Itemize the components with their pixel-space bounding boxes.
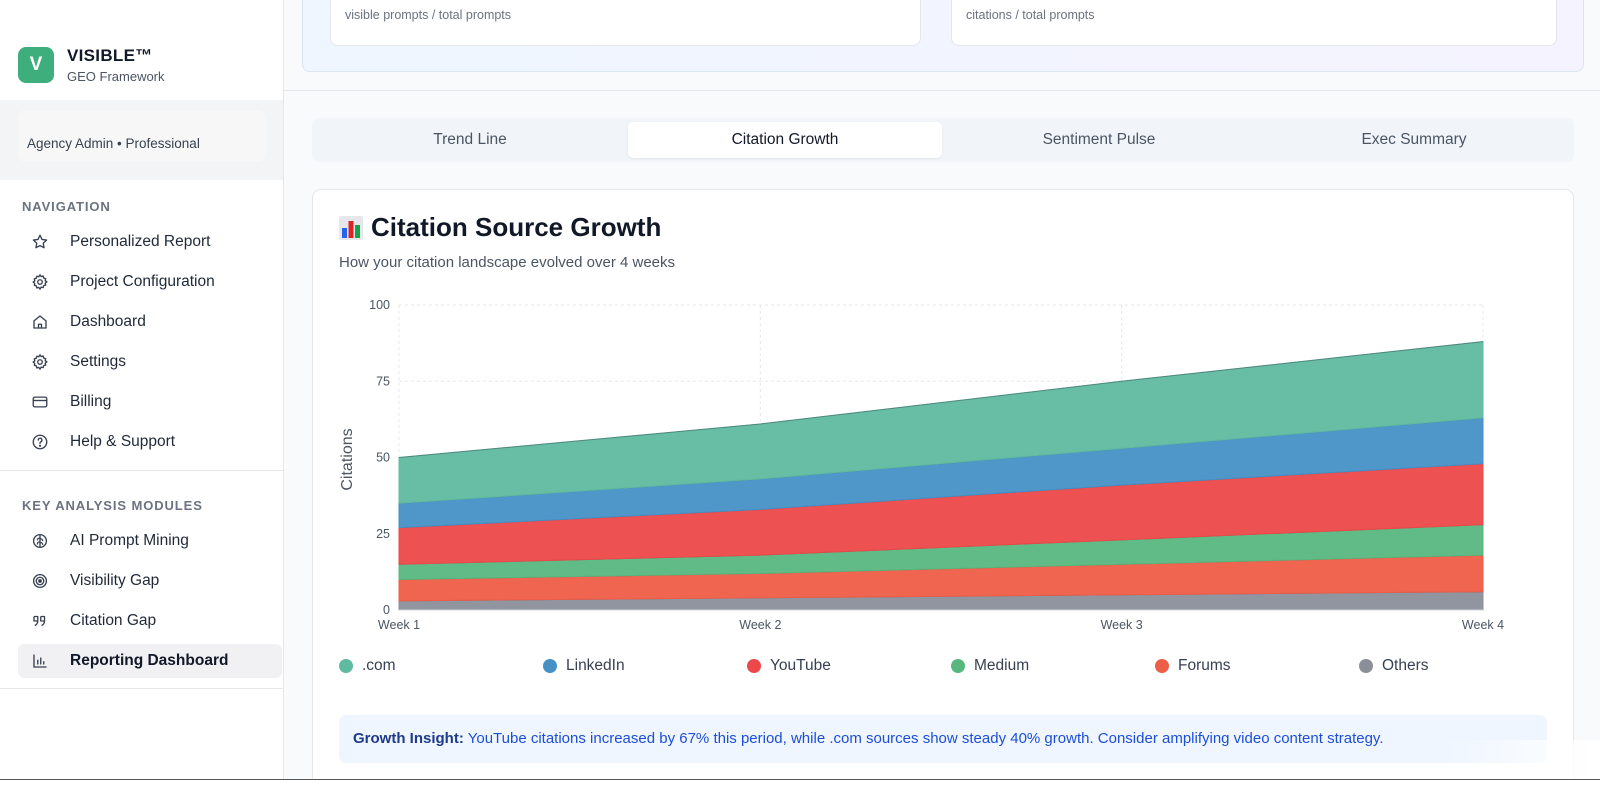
y-tick-label: 75 — [376, 374, 390, 388]
visibility-stat-card: visible prompts / total prompts — [330, 0, 921, 46]
home-icon — [30, 312, 50, 332]
chart-subtitle: How your citation landscape evolved over… — [339, 254, 676, 271]
citation-stat-card: citations / total prompts — [951, 0, 1557, 46]
brand-name: VISIBLE™ — [67, 46, 153, 65]
area-series-edge — [398, 341, 1484, 458]
stats-card: visible prompts / total prompts citation… — [302, 0, 1584, 72]
quote-icon — [30, 611, 50, 631]
star-icon — [30, 232, 50, 252]
insight-text: YouTube citations increased by 67% this … — [463, 730, 1384, 747]
x-tick-label: Week 4 — [1462, 618, 1504, 630]
sidebar-item-label: Visibility Gap — [70, 572, 160, 589]
sidebar-divider — [0, 688, 283, 689]
sidebar-item-personalized-report[interactable]: Personalized Report — [18, 225, 282, 259]
legend-label: Forums — [1178, 657, 1231, 674]
x-tick-label: Week 1 — [378, 618, 420, 630]
legend-item[interactable]: YouTube — [747, 657, 831, 675]
legend-label: LinkedIn — [566, 657, 625, 674]
area-series-com — [398, 341, 1484, 504]
navigation-section-title: NAVIGATION — [22, 199, 111, 214]
stat-caption: visible prompts / total prompts — [345, 8, 512, 22]
bar-chart-emoji-icon — [339, 215, 363, 240]
sidebar-item-settings[interactable]: Settings — [18, 345, 282, 379]
y-tick-label: 25 — [376, 527, 390, 541]
brain-icon — [30, 531, 50, 551]
brand-logo: V — [18, 47, 54, 83]
y-axis-label: Citations — [339, 428, 356, 490]
sidebar-item-reporting-dashboard[interactable]: Reporting Dashboard — [18, 644, 282, 678]
growth-insight: Growth Insight: YouTube citations increa… — [339, 715, 1547, 763]
chart-title: Citation Source Growth — [339, 212, 661, 243]
sidebar-item-ai-prompt-mining[interactable]: AI Prompt Mining — [18, 524, 282, 558]
section-divider — [284, 90, 1600, 91]
legend-swatch — [747, 659, 761, 673]
sidebar-item-label: Project Configuration — [70, 273, 215, 290]
x-tick-label: Week 2 — [739, 618, 781, 630]
sidebar-item-label: Settings — [70, 353, 127, 370]
tab-exec-summary[interactable]: Exec Summary — [1361, 131, 1467, 148]
legend-label: Others — [1382, 657, 1429, 674]
legend-item[interactable]: Others — [1359, 657, 1429, 675]
legend-swatch — [1359, 659, 1373, 673]
user-panel: Agency Admin • Professional — [0, 100, 283, 180]
sidebar-item-label: Reporting Dashboard — [70, 652, 229, 669]
chart-title-text: Citation Source Growth — [371, 212, 662, 242]
legend-swatch — [339, 659, 353, 673]
report-tabs: Trend Line Citation Growth Sentiment Pul… — [312, 118, 1574, 162]
legend-item[interactable]: Medium — [951, 657, 1029, 675]
app-window: V VISIBLE™ GEO Framework Agency Admin • … — [0, 0, 1600, 780]
sidebar-item-label: Billing — [70, 393, 112, 410]
legend-item[interactable]: LinkedIn — [543, 657, 625, 675]
legend-swatch — [543, 659, 557, 673]
y-tick-label: 100 — [369, 298, 390, 312]
legend-item[interactable]: Forums — [1155, 657, 1231, 675]
stat-caption: citations / total prompts — [966, 8, 1095, 22]
tab-citation-growth[interactable]: Citation Growth — [628, 122, 942, 158]
modules-section-title: KEY ANALYSIS MODULES — [22, 498, 203, 513]
brand[interactable]: V VISIBLE™ GEO Framework — [18, 46, 165, 84]
sidebar-divider — [0, 470, 283, 471]
legend-label: .com — [362, 657, 396, 674]
sidebar-item-help-support[interactable]: Help & Support — [18, 425, 282, 459]
sidebar-item-label: Personalized Report — [70, 233, 211, 250]
sidebar-item-label: AI Prompt Mining — [70, 532, 189, 549]
chart-legend: .com LinkedIn YouTube Medium Forums Others — [339, 657, 1549, 681]
sidebar: V VISIBLE™ GEO Framework Agency Admin • … — [0, 0, 284, 779]
legend-swatch — [951, 659, 965, 673]
sidebar-item-billing[interactable]: Billing — [18, 385, 282, 419]
edge-fade — [1440, 740, 1600, 779]
stacked-area-chart: 0 25 50 75 100 Week 1 Week 2 Week 3 Week 4 Citati… — [339, 298, 1504, 630]
sidebar-item-label: Help & Support — [70, 433, 176, 450]
credit-card-icon — [30, 392, 50, 412]
insight-label: Growth Insight: — [353, 730, 464, 747]
help-icon — [30, 432, 50, 452]
y-tick-label: 50 — [376, 451, 390, 465]
tab-sentiment-pulse[interactable]: Sentiment Pulse — [1042, 131, 1156, 148]
gear-icon — [30, 272, 50, 292]
target-icon — [30, 571, 50, 591]
bar-chart-icon — [30, 651, 50, 671]
x-tick-label: Week 3 — [1101, 618, 1143, 630]
legend-item[interactable]: .com — [339, 657, 396, 675]
sidebar-item-project-configuration[interactable]: Project Configuration — [18, 265, 282, 299]
legend-swatch — [1155, 659, 1169, 673]
sidebar-item-dashboard[interactable]: Dashboard — [18, 305, 282, 339]
sidebar-item-visibility-gap[interactable]: Visibility Gap — [18, 564, 282, 598]
sidebar-item-citation-gap[interactable]: Citation Gap — [18, 604, 282, 638]
legend-label: Medium — [974, 657, 1030, 674]
sidebar-item-label: Citation Gap — [70, 612, 157, 629]
tab-trend-line[interactable]: Trend Line — [433, 131, 507, 148]
y-tick-label: 0 — [383, 603, 390, 617]
citation-growth-card: Citation Source Growth How your citation… — [312, 189, 1574, 779]
legend-label: YouTube — [770, 657, 831, 674]
user-role[interactable]: Agency Admin • Professional — [18, 110, 266, 162]
gear-icon — [30, 352, 50, 372]
brand-subtitle: GEO Framework — [67, 69, 165, 84]
sidebar-item-label: Dashboard — [70, 313, 146, 330]
